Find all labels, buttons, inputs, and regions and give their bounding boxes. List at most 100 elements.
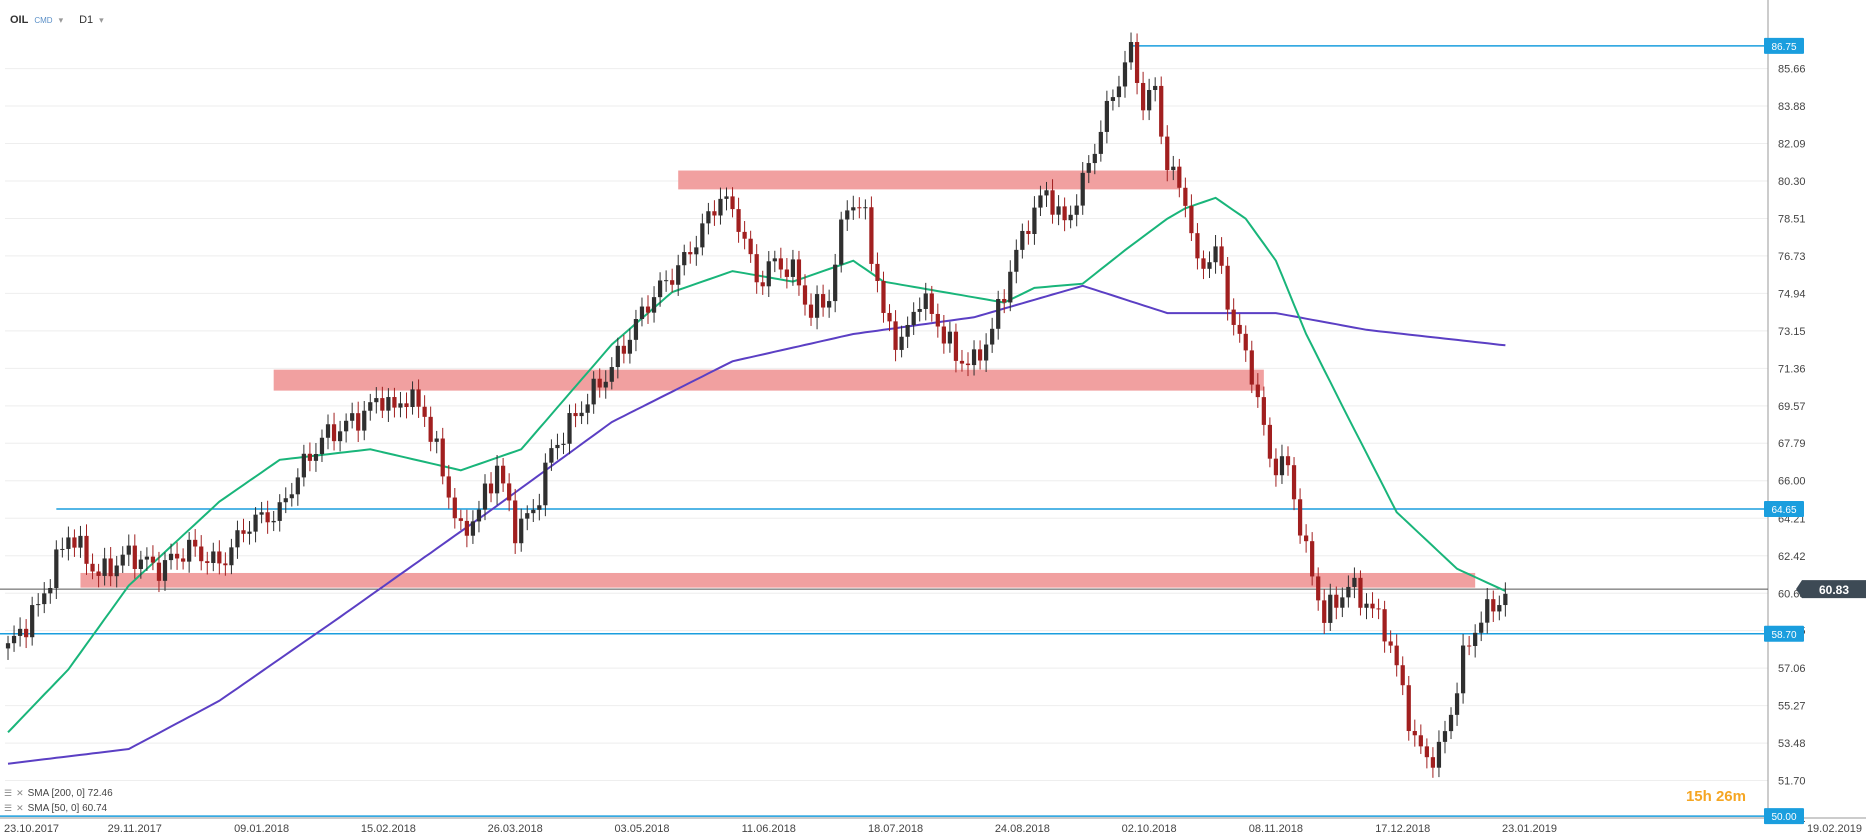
candle	[1412, 731, 1417, 736]
x-tick-label: 29.11.2017	[108, 823, 162, 835]
candle	[1442, 731, 1448, 742]
candle	[1448, 714, 1454, 732]
candle	[1056, 206, 1061, 215]
x-tick-label: 08.11.2018	[1249, 823, 1303, 835]
candle	[851, 207, 856, 211]
close-icon[interactable]: ✕	[16, 803, 24, 813]
candle	[42, 593, 47, 605]
x-tick-label: 23.10.2017	[4, 823, 59, 835]
candle	[953, 331, 959, 361]
candle	[1044, 190, 1049, 196]
candle	[573, 413, 578, 417]
y-tick-label: 73.15	[1778, 326, 1806, 338]
candle	[579, 412, 584, 417]
candle	[971, 349, 977, 366]
chevron-down-icon[interactable]: ▾	[99, 14, 104, 25]
y-tick-label: 76.73	[1778, 251, 1806, 263]
candle	[1098, 131, 1103, 154]
candle	[132, 545, 137, 569]
candle	[428, 416, 433, 442]
candle	[845, 210, 850, 220]
candle	[1491, 599, 1496, 612]
level-label: 50.00	[1771, 812, 1796, 823]
candle	[217, 551, 222, 564]
candle	[1467, 645, 1472, 647]
candle	[869, 207, 874, 264]
candle	[591, 378, 596, 405]
candle	[778, 258, 783, 270]
candle	[881, 280, 886, 313]
candle	[700, 223, 705, 248]
candle	[1062, 206, 1067, 221]
candle	[350, 413, 355, 421]
x-tick-label: 26.03.2018	[488, 823, 543, 835]
candle	[1086, 163, 1091, 173]
candle	[404, 403, 409, 408]
candle	[1364, 603, 1369, 608]
candle	[392, 397, 397, 408]
candle	[657, 280, 663, 298]
candle	[820, 294, 826, 308]
candle	[416, 389, 421, 407]
symbol-label[interactable]: OIL	[10, 14, 29, 26]
candle	[422, 406, 427, 417]
candle	[229, 547, 234, 566]
candle	[1340, 597, 1345, 608]
candle	[513, 500, 518, 544]
legend-item-sma200[interactable]: ☰ ✕ SMA [200, 0] 72.46	[4, 786, 113, 801]
candle	[1370, 603, 1375, 609]
x-tick-label: 03.05.2018	[614, 823, 669, 835]
candle	[1032, 207, 1037, 235]
candle	[645, 306, 651, 313]
chevron-down-icon[interactable]: ▾	[58, 14, 64, 25]
candle	[398, 403, 403, 408]
candle	[670, 280, 675, 285]
candle	[144, 556, 149, 560]
candle	[549, 448, 554, 463]
resistance-zone	[678, 170, 1180, 190]
candle	[525, 513, 530, 519]
candle	[1322, 600, 1327, 623]
candle	[48, 588, 53, 594]
candle	[223, 563, 228, 566]
candle	[1128, 42, 1134, 63]
resistance-zone	[80, 572, 1476, 588]
timeframe-selector[interactable]: D1	[79, 14, 94, 26]
candle	[36, 604, 41, 606]
candle	[5, 643, 11, 649]
candle	[917, 308, 922, 312]
candle	[301, 453, 306, 478]
x-tick-label: 02.10.2018	[1122, 823, 1177, 835]
candle	[1207, 262, 1212, 269]
close-icon[interactable]: ✕	[16, 788, 24, 798]
candle	[929, 293, 934, 314]
candle	[440, 438, 445, 477]
settings-icon[interactable]: ☰	[4, 803, 13, 813]
candle	[784, 269, 789, 277]
y-tick-label: 82.09	[1778, 138, 1806, 150]
candle	[24, 628, 29, 638]
candle	[253, 514, 258, 532]
candle	[1177, 166, 1182, 188]
legend-item-sma50[interactable]: ☰ ✕ SMA [50, 0] 60.74	[4, 801, 113, 816]
y-tick-label: 78.51	[1778, 214, 1806, 226]
candle	[1485, 599, 1490, 623]
level-label-box	[1764, 625, 1804, 642]
candle	[1479, 622, 1484, 633]
candle	[875, 263, 880, 281]
y-tick-label: 69.57	[1778, 401, 1806, 413]
candle	[187, 539, 192, 562]
candle	[899, 336, 904, 350]
candle	[271, 520, 276, 523]
candle	[277, 502, 282, 521]
candle	[54, 549, 59, 589]
candle	[507, 483, 512, 501]
x-tick-label: 24.08.2018	[995, 823, 1050, 835]
level-label-box	[1764, 37, 1804, 54]
candle	[84, 535, 89, 564]
candle	[1171, 166, 1176, 171]
settings-icon[interactable]: ☰	[4, 788, 13, 798]
candle	[1436, 741, 1442, 768]
candle	[1134, 42, 1140, 83]
